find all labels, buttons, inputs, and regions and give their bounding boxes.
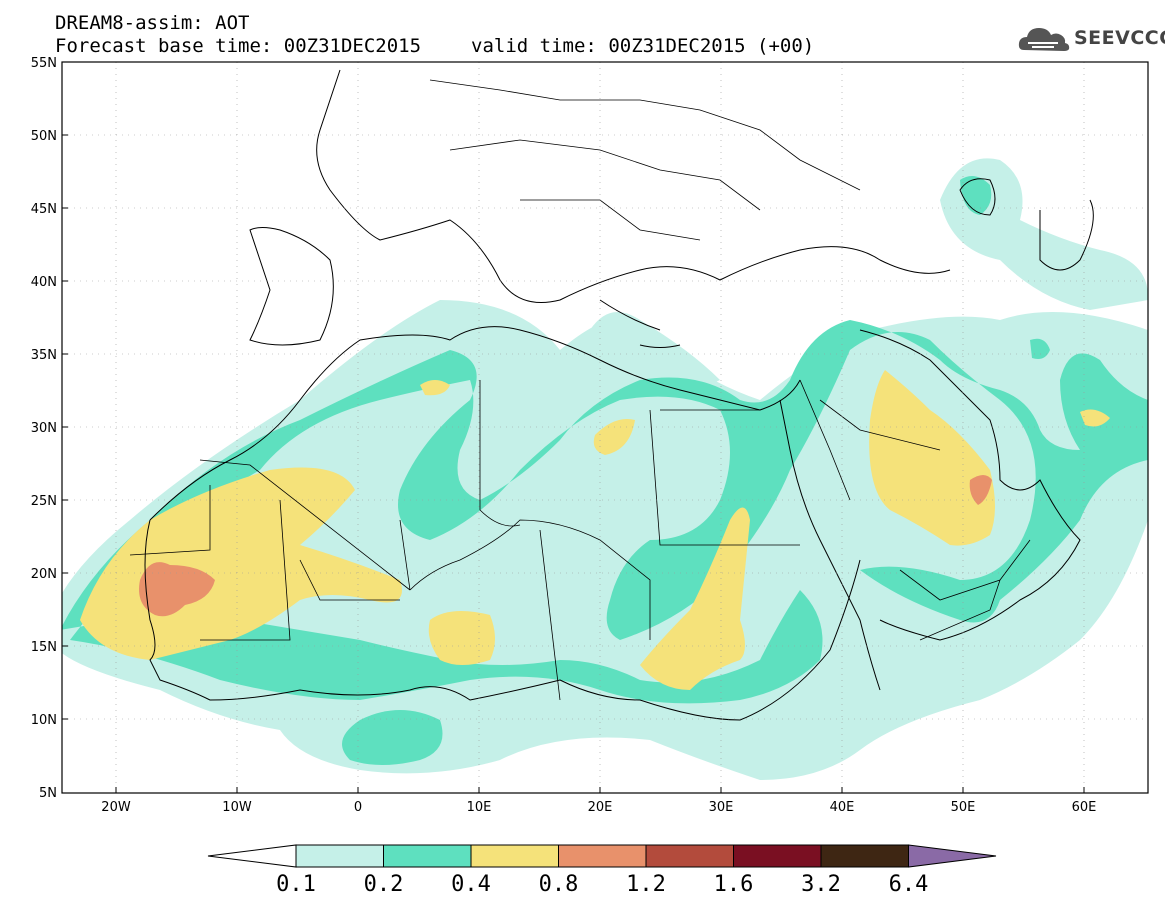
colorbar-label: 0.2 — [364, 872, 404, 897]
axis-ticks — [62, 61, 1085, 793]
lon-label: 0 — [354, 800, 362, 815]
colorbar-segment — [295, 844, 384, 868]
lon-label: 10W — [222, 800, 252, 815]
coastlines — [144, 69, 1094, 721]
colorbar-max-arrow — [908, 844, 997, 868]
colorbar-label: 0.1 — [276, 872, 316, 897]
lat-label: 45N — [31, 202, 57, 217]
lon-label: 50E — [951, 800, 976, 815]
colorbar-segment — [820, 844, 909, 868]
time-info: Forecast base time: 00Z31DEC2015 valid ti… — [55, 35, 814, 57]
lat-label: 5N — [39, 786, 57, 801]
colorbar-label: 1.2 — [626, 872, 666, 897]
graticule — [62, 62, 1148, 793]
colorbar-segment — [470, 844, 559, 868]
colorbar-min-arrow — [207, 844, 297, 868]
lat-label: 10N — [31, 713, 57, 728]
lon-label: 10E — [467, 800, 492, 815]
lon-label: 20W — [101, 800, 131, 815]
seevccc-logo: SEEVCCC — [1018, 24, 1165, 56]
lat-label: 50N — [31, 129, 57, 144]
lon-label: 20E — [588, 800, 613, 815]
lat-label: 55N — [31, 56, 57, 71]
colorbar-segment — [645, 844, 734, 868]
aot-field — [62, 158, 1148, 780]
colorbar-label: 0.4 — [451, 872, 491, 897]
aot-high-patch-arabia — [869, 370, 995, 546]
logo-text: SEEVCCC — [1074, 27, 1165, 49]
colorbar-label: 1.6 — [714, 872, 754, 897]
valid-time: valid time: 00Z31DEC2015 (+00) — [471, 35, 815, 57]
chart-title: DREAM8-assim: AOT — [55, 12, 250, 34]
colorbar-segment — [733, 844, 822, 868]
lat-label: 35N — [31, 348, 57, 363]
cloud-logo-icon — [1018, 28, 1070, 51]
colorbar-label: 3.2 — [801, 872, 841, 897]
colorbar-segment — [383, 844, 472, 868]
country-borders — [129, 79, 1031, 701]
lat-labels: 55N 50N 45N 40N 35N 30N 25N 20N 15N 10N … — [31, 56, 57, 801]
lat-label: 40N — [31, 275, 57, 290]
colorbar: 0.1 0.2 0.4 0.8 1.2 1.6 3.2 6.4 — [207, 844, 997, 897]
colorbar-label: 0.8 — [539, 872, 579, 897]
lon-label: 30E — [709, 800, 734, 815]
lon-label: 60E — [1072, 800, 1097, 815]
lat-label: 25N — [31, 494, 57, 509]
aot-peak-gulf — [969, 475, 992, 505]
lat-label: 30N — [31, 421, 57, 436]
lon-labels: 20W 10W 0 10E 20E 30E 40E 50E 60E — [101, 800, 1096, 815]
aot-peak-west-africa — [139, 562, 215, 617]
forecast-base-time: Forecast base time: 00Z31DEC2015 — [55, 35, 422, 57]
aot-high-patch-sudan — [640, 507, 750, 690]
colorbar-segment — [558, 844, 647, 868]
lat-label: 20N — [31, 567, 57, 582]
lat-label: 15N — [31, 640, 57, 655]
lon-label: 40E — [830, 800, 855, 815]
colorbar-label: 6.4 — [889, 872, 929, 897]
